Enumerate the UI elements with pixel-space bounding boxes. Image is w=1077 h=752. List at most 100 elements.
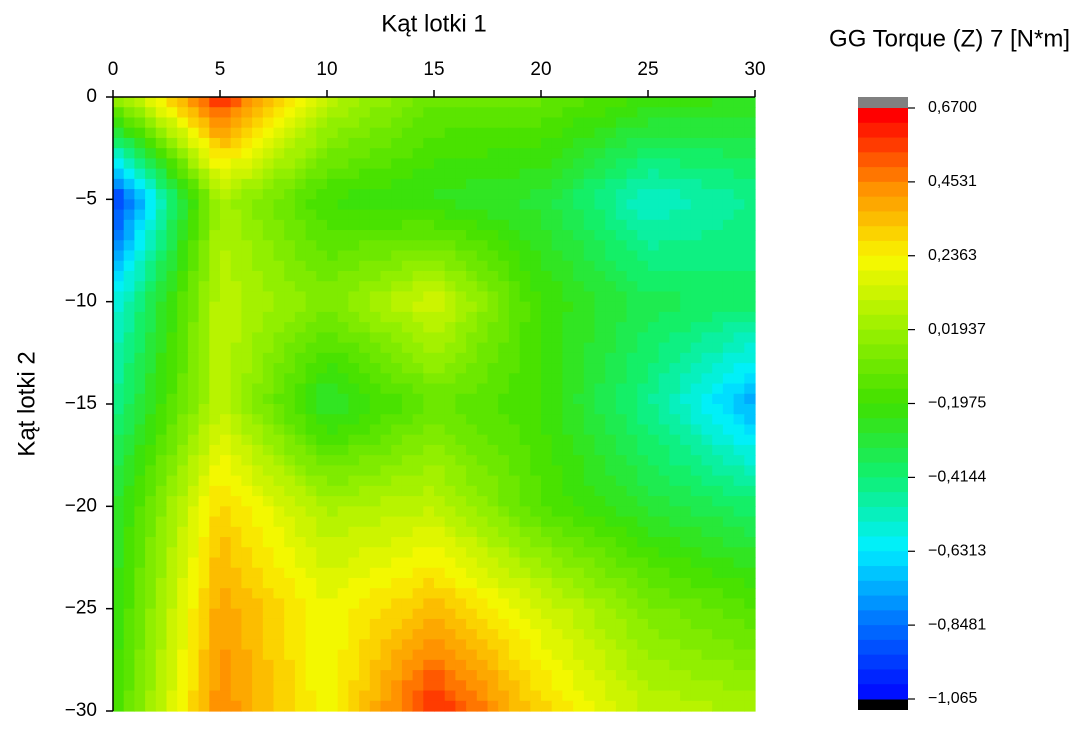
contour-cell bbox=[316, 496, 328, 507]
contour-cell bbox=[359, 659, 371, 671]
contour-cell bbox=[648, 404, 660, 415]
contour-cell bbox=[487, 608, 499, 620]
contour-cell bbox=[680, 270, 692, 282]
contour-cell bbox=[284, 557, 296, 569]
contour-cell bbox=[722, 230, 735, 241]
contour-cell bbox=[401, 608, 414, 620]
contour-cell bbox=[145, 270, 157, 282]
contour-cell bbox=[562, 465, 574, 477]
contour-cell bbox=[680, 404, 692, 415]
contour-cell bbox=[327, 455, 339, 466]
colorbar-band bbox=[858, 506, 908, 523]
contour-cell bbox=[284, 301, 296, 313]
contour-cell bbox=[113, 649, 125, 661]
contour-cell bbox=[615, 690, 628, 702]
contour-cell bbox=[423, 250, 435, 262]
contour-cell bbox=[434, 506, 446, 518]
contour-cell bbox=[391, 383, 403, 395]
contour-cell bbox=[230, 332, 242, 344]
contour-cell bbox=[508, 444, 521, 456]
contour-cell bbox=[155, 281, 168, 293]
contour-cell bbox=[712, 342, 724, 354]
contour-cell bbox=[123, 363, 135, 374]
contour-cell bbox=[348, 148, 360, 159]
contour-cell bbox=[391, 537, 403, 548]
contour-cell bbox=[391, 107, 403, 119]
contour-cell bbox=[262, 301, 275, 313]
contour-cell bbox=[401, 332, 414, 344]
contour-cell bbox=[166, 230, 178, 241]
contour-cell bbox=[220, 270, 232, 282]
contour-cell bbox=[166, 270, 178, 282]
contour-cell bbox=[648, 127, 660, 139]
contour-cell bbox=[680, 250, 692, 262]
contour-cell bbox=[134, 230, 146, 241]
contour-cell bbox=[412, 373, 424, 385]
contour-cell bbox=[444, 332, 456, 344]
contour-cell bbox=[284, 496, 296, 507]
contour-cell bbox=[690, 455, 703, 466]
contour-cell bbox=[284, 168, 296, 180]
contour-cell bbox=[359, 700, 371, 712]
contour-cell bbox=[573, 516, 585, 528]
contour-cell bbox=[455, 537, 467, 548]
contour-cell bbox=[680, 649, 692, 661]
contour-cell bbox=[476, 588, 489, 600]
contour-cell bbox=[498, 404, 510, 415]
contour-cell bbox=[476, 404, 489, 415]
contour-cell bbox=[220, 444, 232, 456]
contour-cell bbox=[305, 434, 317, 446]
contour-cell bbox=[476, 168, 489, 180]
contour-cell bbox=[605, 178, 617, 190]
contour-cell bbox=[337, 158, 349, 170]
contour-cell bbox=[284, 618, 296, 630]
contour-cell bbox=[262, 670, 275, 681]
contour-cell bbox=[530, 219, 542, 231]
contour-cell bbox=[487, 557, 499, 569]
contour-cell bbox=[712, 363, 724, 374]
contour-cell bbox=[648, 97, 660, 108]
contour-cell bbox=[658, 311, 670, 323]
contour-cell bbox=[262, 516, 275, 528]
contour-cell bbox=[380, 516, 392, 528]
contour-cell bbox=[605, 250, 617, 262]
contour-cell bbox=[508, 577, 521, 589]
contour-cell bbox=[690, 168, 703, 180]
contour-cell bbox=[294, 127, 307, 139]
contour-cell bbox=[744, 700, 756, 712]
contour-cell bbox=[401, 168, 414, 180]
contour-cell bbox=[369, 680, 382, 692]
contour-cell bbox=[690, 97, 703, 108]
contour-cell bbox=[305, 547, 317, 559]
contour-cell bbox=[551, 516, 563, 528]
contour-cell bbox=[369, 281, 382, 293]
contour-cell bbox=[380, 424, 392, 436]
contour-cell bbox=[605, 537, 617, 548]
contour-cell bbox=[198, 537, 210, 548]
contour-cell bbox=[498, 230, 510, 241]
contour-cell bbox=[615, 629, 628, 640]
contour-cell bbox=[316, 219, 328, 231]
contour-cell bbox=[134, 281, 146, 293]
contour-cell bbox=[327, 301, 339, 313]
contour-cell bbox=[530, 526, 542, 538]
contour-cell bbox=[327, 465, 339, 477]
contour-cell bbox=[187, 301, 200, 313]
contour-cell bbox=[177, 260, 189, 272]
contour-cell bbox=[252, 322, 264, 333]
contour-cell bbox=[134, 485, 146, 497]
contour-cell bbox=[209, 281, 221, 293]
contour-cell bbox=[530, 557, 542, 569]
contour-cell bbox=[348, 332, 360, 344]
contour-cell bbox=[583, 444, 596, 456]
contour-cell bbox=[423, 475, 435, 487]
contour-cell bbox=[273, 219, 285, 231]
contour-cell bbox=[680, 465, 692, 477]
contour-cell bbox=[562, 434, 574, 446]
contour-cell bbox=[530, 434, 542, 446]
contour-cell bbox=[551, 352, 563, 364]
contour-cell bbox=[391, 598, 403, 610]
contour-cell bbox=[241, 199, 253, 211]
contour-cell bbox=[658, 537, 670, 548]
contour-cell bbox=[145, 567, 157, 579]
